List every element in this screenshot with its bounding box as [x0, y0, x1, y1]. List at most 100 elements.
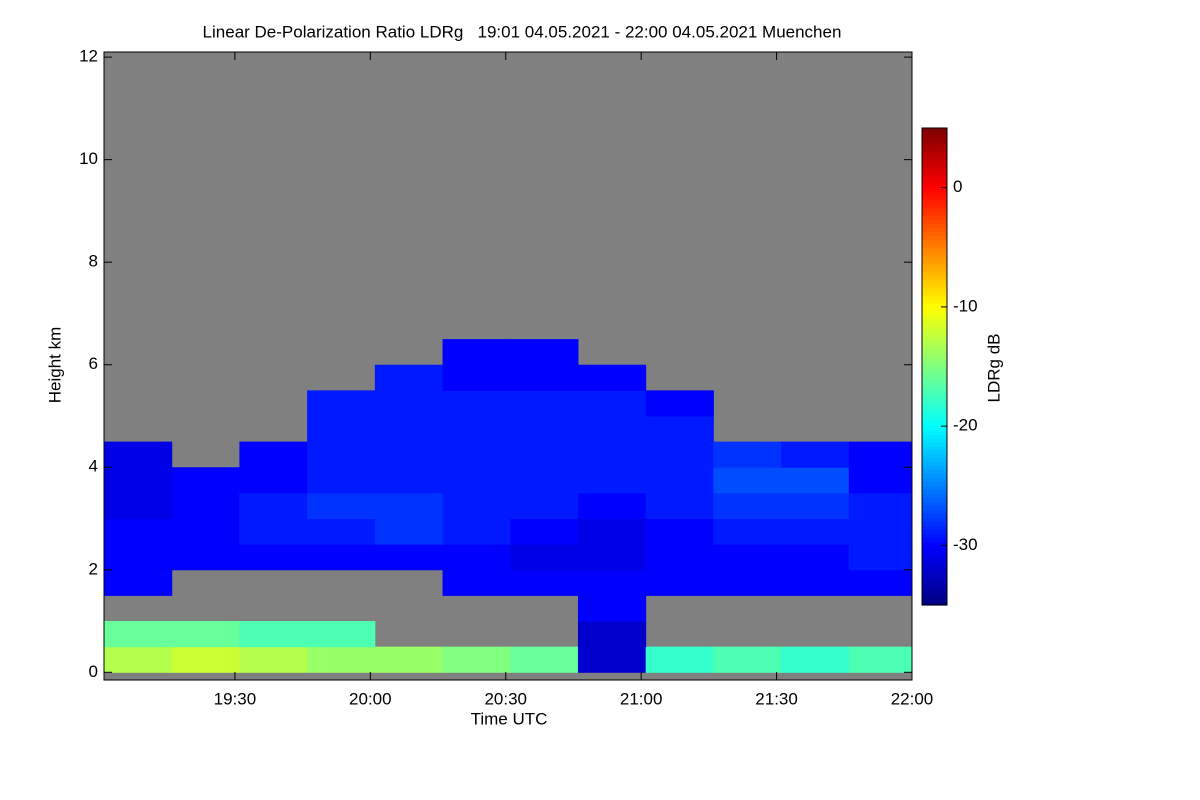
heatmap-cell	[374, 467, 444, 494]
heatmap-cell	[510, 441, 579, 468]
heatmap-cell	[374, 544, 444, 571]
colorbar-segment	[922, 128, 947, 133]
colorbar-segment	[922, 175, 947, 181]
colorbar-tick-label: -30	[953, 535, 978, 554]
colorbar-segment	[922, 314, 947, 320]
heatmap-cell	[104, 544, 173, 571]
heatmap-cell	[104, 646, 173, 673]
colorbar-segment	[922, 346, 947, 352]
heatmap-cell	[713, 492, 782, 520]
colorbar-segment	[922, 350, 947, 356]
colorbar-segment	[922, 497, 947, 503]
heatmap-cell	[442, 364, 511, 391]
heatmap-cell	[239, 544, 308, 571]
heatmap-cell	[104, 569, 173, 596]
heatmap-cell	[645, 569, 714, 596]
colorbar-segment	[922, 414, 947, 419]
colorbar-segment	[922, 410, 947, 415]
colorbar-segment	[922, 593, 947, 598]
heatmap-cell	[510, 518, 579, 545]
heatmap-cell	[442, 569, 511, 596]
heatmap-cell	[239, 621, 308, 648]
colorbar-segment	[922, 203, 947, 209]
colorbar-segment	[922, 386, 947, 391]
colorbar-segment	[922, 247, 947, 252]
colorbar-segment	[922, 215, 947, 221]
heatmap-cell	[577, 467, 647, 494]
heatmap-cell	[510, 544, 579, 571]
heatmap-cell	[781, 646, 850, 673]
heatmap-cell	[577, 441, 647, 468]
x-tick-label: 22:00	[891, 689, 934, 708]
heatmap-cell	[510, 339, 579, 366]
y-tick-label: 8	[89, 252, 98, 271]
colorbar-segment	[922, 322, 947, 328]
heatmap-cell	[848, 467, 913, 494]
colorbar-segment	[922, 398, 947, 403]
colorbar-segment	[922, 199, 947, 205]
y-tick-label: 10	[79, 149, 98, 168]
colorbar-segment	[922, 565, 947, 570]
heatmap-cell	[713, 467, 782, 494]
heatmap-cell	[510, 646, 579, 673]
colorbar-segment	[922, 235, 947, 240]
colorbar-tick-label: -10	[953, 296, 978, 315]
heatmap-cell	[442, 544, 511, 571]
colorbar-segment	[922, 255, 947, 260]
heatmap-cell	[171, 518, 240, 545]
colorbar-segment	[922, 569, 947, 574]
colorbar-segment	[922, 501, 947, 507]
x-tick-label: 20:00	[349, 689, 392, 708]
colorbar-segment	[922, 597, 947, 602]
heatmap-cell	[577, 646, 647, 673]
colorbar-segment	[922, 342, 947, 348]
colorbar-segment	[922, 294, 947, 300]
heatmap-cell	[307, 415, 376, 443]
colorbar-segment	[922, 326, 947, 332]
colorbar-segment	[922, 362, 947, 368]
heatmap-cell	[442, 518, 511, 545]
colorbar-segment	[922, 477, 947, 483]
colorbar-segment	[922, 283, 947, 288]
heatmap-cell	[645, 415, 714, 443]
colorbar-segment	[922, 442, 947, 447]
heatmap-cell	[713, 518, 782, 545]
colorbar-segment	[922, 306, 947, 312]
heatmap-cell	[171, 492, 240, 520]
colorbar-segment	[922, 338, 947, 344]
colorbar-segment	[922, 553, 947, 558]
heatmap-cell	[104, 492, 173, 520]
colorbar-segment	[922, 521, 947, 527]
colorbar-segment	[922, 374, 947, 380]
heatmap-cell	[713, 646, 782, 673]
heatmap-cell	[171, 467, 240, 494]
y-axis-label: Height km	[45, 327, 64, 404]
heatmap-cell	[848, 646, 913, 673]
colorbar-segment	[922, 167, 947, 173]
y-tick-label: 6	[89, 354, 98, 373]
heatmap-cell	[239, 467, 308, 494]
heatmap-cell	[848, 441, 913, 468]
colorbar-segment	[922, 402, 947, 407]
heatmap-cell	[645, 518, 714, 545]
heatmap-cell	[171, 646, 240, 673]
colorbar-segment	[922, 541, 947, 546]
heatmap-cell	[577, 518, 647, 545]
colorbar-segment	[922, 163, 947, 169]
colorbar-segment	[922, 513, 947, 519]
heatmap-cell	[781, 518, 850, 545]
heatmap-cell	[104, 467, 173, 494]
heatmap-cell	[781, 492, 850, 520]
heatmap-cell	[713, 544, 782, 571]
colorbar-segment	[922, 533, 947, 539]
colorbar-segment	[922, 243, 947, 248]
heatmap-cell	[307, 467, 376, 494]
heatmap-cell	[239, 646, 308, 673]
heatmap-cell	[713, 441, 782, 468]
colorbar-frame	[921, 127, 948, 606]
colorbar-segment	[922, 219, 947, 224]
colorbar-segment	[922, 545, 947, 550]
heatmap-cell	[307, 646, 376, 673]
colorbar-segment	[922, 390, 947, 395]
heatmap-cell	[577, 595, 647, 622]
